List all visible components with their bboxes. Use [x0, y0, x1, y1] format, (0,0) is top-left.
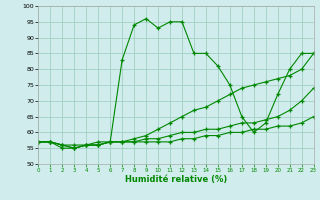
X-axis label: Humidité relative (%): Humidité relative (%) [125, 175, 227, 184]
